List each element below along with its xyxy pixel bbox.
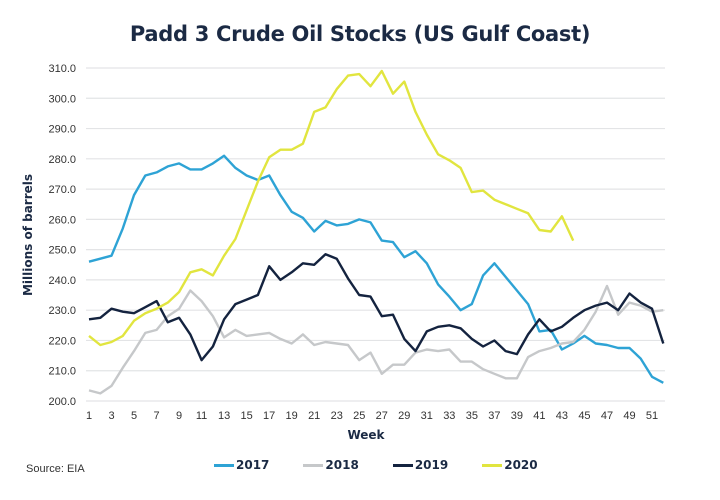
x-tick-label: 35 — [466, 410, 478, 422]
legend-swatch — [482, 463, 503, 467]
x-tick-label: 27 — [376, 410, 388, 422]
x-tick-label: 21 — [308, 410, 320, 422]
y-tick-label: 270.0 — [48, 184, 76, 196]
y-tick-label: 250.0 — [48, 245, 76, 257]
gridlines — [86, 67, 665, 402]
x-tick-label: 3 — [108, 410, 114, 422]
y-tick-label: 310.0 — [48, 63, 76, 75]
x-tick-label: 5 — [131, 410, 137, 422]
series-line-2020 — [88, 69, 575, 347]
x-tick-label: 37 — [488, 410, 500, 422]
legend-item-2017: 2017 — [214, 458, 269, 472]
source-note: Source: EIA — [26, 463, 85, 475]
x-tick-label: 49 — [623, 410, 635, 422]
x-tick-label: 15 — [241, 410, 253, 422]
x-tick-label: 19 — [286, 410, 298, 422]
legend-swatch — [214, 463, 234, 467]
legend-label: 2017 — [236, 458, 270, 472]
y-tick-label: 290.0 — [48, 124, 76, 136]
x-tick-label: 45 — [578, 410, 590, 422]
x-tick-label: 31 — [421, 410, 433, 422]
legend-item-2018: 2018 — [303, 458, 359, 472]
x-tick-label: 43 — [556, 410, 568, 422]
x-tick-label: 7 — [153, 410, 159, 422]
y-tick-label: 230.0 — [48, 305, 76, 317]
x-tick-label: 13 — [218, 410, 230, 422]
x-tick-label: 51 — [646, 410, 658, 422]
x-tick-label: 47 — [601, 410, 613, 422]
y-tick-label: 300.0 — [48, 93, 76, 105]
x-axis-label: Week — [347, 428, 385, 442]
series-line-2019 — [88, 252, 665, 362]
x-tick-label: 23 — [331, 410, 343, 422]
legend-label: 2020 — [504, 458, 538, 472]
y-tick-label: 220.0 — [48, 335, 76, 347]
series-lines — [88, 69, 665, 395]
x-tick-label: 39 — [511, 410, 523, 422]
x-tick-label: 41 — [533, 410, 545, 422]
series-line-2018 — [88, 284, 664, 395]
chart-title: Padd 3 Crude Oil Stocks (US Gulf Coast) — [129, 22, 591, 46]
x-tick-label: 1 — [86, 410, 92, 422]
x-tick-label: 17 — [263, 410, 275, 422]
x-axis-ticks: 1 3 5 7 9 11 13 15 17 19 21 23 25 27 29 31 33 35 37 39 41 43 4… — [86, 410, 658, 422]
y-axis-ticks: 200.0 210.0 220.0 230.0 240.0 250.0 260.0 270.0… — [48, 63, 76, 408]
x-tick-label: 9 — [176, 410, 182, 422]
x-tick-label: 11 — [196, 410, 207, 422]
y-tick-label: 240.0 — [48, 275, 76, 287]
x-tick-label: 25 — [353, 410, 365, 422]
legend-label: 2018 — [325, 458, 359, 472]
legend: 2017 2018 2019 2020 — [214, 458, 538, 472]
y-tick-label: 200.0 — [48, 396, 76, 408]
legend-item-2020: 2020 — [482, 458, 538, 472]
y-tick-label: 260.0 — [48, 214, 76, 226]
legend-swatch — [392, 463, 413, 467]
legend-item-2019: 2019 — [392, 458, 449, 472]
legend-label: 2019 — [414, 458, 449, 472]
legend-swatch — [303, 463, 324, 467]
series-line-2017 — [88, 154, 664, 384]
x-tick-label: 29 — [398, 410, 410, 422]
y-tick-label: 280.0 — [48, 154, 76, 166]
x-tick-label: 33 — [443, 410, 455, 422]
y-tick-label: 210.0 — [48, 366, 76, 378]
